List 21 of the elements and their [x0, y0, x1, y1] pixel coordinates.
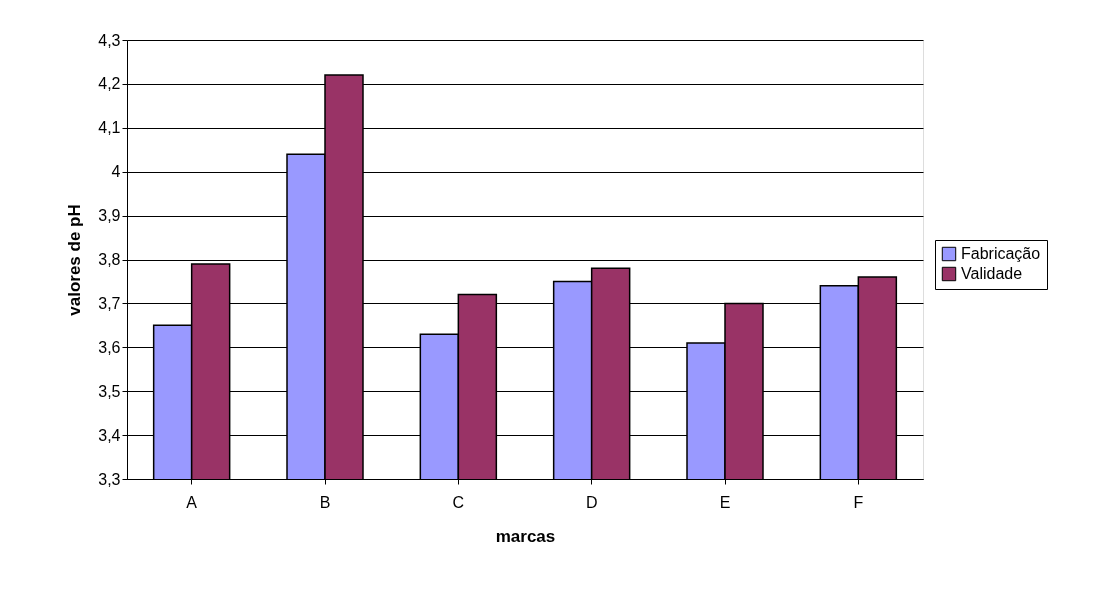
y-tick-label: 4,3 [98, 31, 121, 49]
y-tick-label: 3,9 [98, 207, 121, 225]
x-tick-label: E [719, 493, 731, 511]
y-tick-label: 3,6 [98, 338, 121, 356]
y-tick-label: 3,4 [98, 426, 121, 444]
y-tick-label: 3,5 [98, 382, 121, 400]
x-axis-title: marcas [495, 526, 556, 546]
legend-label: Validade [961, 265, 1023, 282]
y-tick-label: 4,1 [98, 119, 121, 137]
x-tick-label: F [853, 493, 864, 511]
y-tick-label: 4 [111, 163, 121, 181]
x-tick-label: B [319, 493, 331, 511]
legend-label: Fabricação [961, 245, 1041, 262]
y-tick-label: 4,2 [98, 75, 121, 93]
y-axis-title: valores de pH [65, 204, 85, 316]
y-tick-label: 3,7 [98, 294, 121, 312]
y-tick-label: 3,8 [98, 251, 121, 268]
y-tick-label: 3,3 [98, 470, 121, 488]
x-tick-label: D [585, 493, 598, 511]
x-tick-label: C [452, 493, 465, 511]
x-tick-label: A [186, 493, 198, 511]
